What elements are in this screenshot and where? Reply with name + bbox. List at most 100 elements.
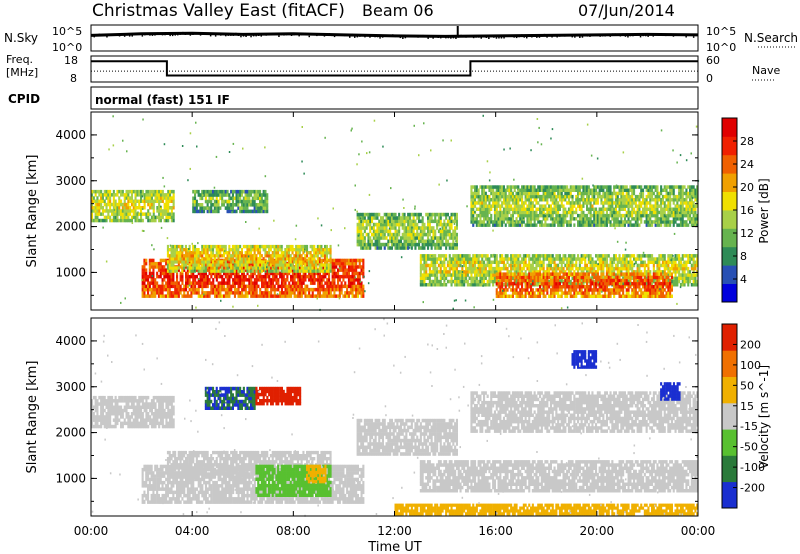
heatmap-cell [306,251,309,255]
heatmap-cell [246,203,249,207]
heatmap-cell [231,189,234,194]
nsky-point [346,34,348,36]
heatmap-cell [549,185,552,189]
heatmap-cell [531,213,534,218]
heatmap-cell [284,291,287,295]
heatmap-cell [176,271,179,276]
heatmap-cell [230,206,233,210]
heatmap-cell [210,269,213,273]
heatmap-cell [405,229,408,234]
heatmap-cell [486,257,489,261]
nsky-point [328,33,331,35]
heatmap-cell [157,274,160,279]
heatmap-cell [488,276,491,280]
heatmap-cell [317,291,320,295]
heatmap-cell [282,278,285,282]
heatmap-cell [268,281,271,285]
heatmap-cell [427,283,430,287]
heatmap-cell [445,229,448,234]
heatmap-cell [553,201,556,205]
heatmap-cell [242,189,245,194]
heatmap-cell [300,266,303,270]
heatmap-cell [446,242,449,247]
heatmap-cell [553,223,556,227]
heatmap-cell [492,201,495,205]
heatmap-cell [439,246,442,250]
heatmap-cell [490,191,493,196]
heatmap-cell [331,294,334,298]
heatmap-cell [217,209,220,214]
heatmap-cell [479,223,482,227]
nsky-point [263,33,265,35]
heatmap-cell [428,239,431,244]
heatmap-cell [461,257,464,261]
heatmap-cell [689,210,692,215]
heatmap-cell [448,260,451,264]
heatmap-cell [614,220,617,224]
heatmap-cell [244,278,247,282]
heatmap-cell [448,254,451,258]
heatmap-cell [432,260,435,264]
heatmap-cell [604,207,607,211]
nsky-point [528,34,530,36]
heatmap-cell [112,218,115,223]
heatmap-cell [169,189,172,194]
heatmap-cell [217,193,220,197]
heatmap-cell [678,191,681,196]
heatmap-cell [140,206,143,210]
heatmap-cell [502,194,505,199]
heatmap-cell [486,223,489,227]
nsky-point [644,34,647,37]
nsky-point [450,37,452,39]
heatmap-cell [571,185,574,189]
heatmap-cell [542,207,545,211]
heatmap-cell [573,204,576,208]
heatmap-cell [584,217,587,221]
heatmap-cell [244,266,247,270]
heatmap-cell [567,207,570,211]
heatmap-cell [237,244,240,249]
heatmap-cell [109,209,112,213]
heatmap-cell [423,279,426,284]
heatmap-cell [241,271,244,276]
heatmap-cell [242,203,245,207]
heatmap-cell [600,207,603,211]
heatmap-cell [665,220,668,224]
heatmap-cell [221,203,224,207]
heatmap-cell [667,213,670,218]
heatmap-cell [437,254,440,258]
heatmap-cell [260,209,263,214]
heatmap-cell [176,278,179,282]
heatmap-cell [152,265,155,269]
heatmap-cell [430,279,433,284]
heatmap-cell [542,213,545,218]
heatmap-cell [149,193,152,197]
heatmap-cell [584,223,587,227]
heatmap-cell [645,198,648,202]
heatmap-cell [342,268,345,272]
heatmap-cell [223,271,226,276]
heatmap-cell [197,269,200,273]
nsky-point [639,35,642,38]
heatmap-cell [266,274,269,279]
heatmap-cell [531,191,534,196]
heatmap-cell [92,199,95,203]
heatmap-cell [208,265,211,269]
nsky-point [478,36,480,38]
heatmap-cell [167,218,170,223]
heatmap-cell [177,254,180,258]
heatmap-cell [522,201,525,205]
heatmap-cell [358,242,361,247]
heatmap-cell [421,266,424,271]
heatmap-cell [488,266,491,271]
heatmap-cell [174,291,177,295]
heatmap-cell [199,260,202,264]
heatmap-cell [687,194,690,199]
heatmap-cell [470,217,473,221]
heatmap-cell [535,213,538,218]
heatmap-cell [546,185,549,189]
heatmap-cell [398,219,401,224]
heatmap-cell [304,271,307,276]
heatmap-cell [378,236,381,240]
heatmap-cell [172,263,175,267]
